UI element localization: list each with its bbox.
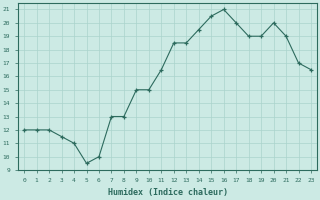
X-axis label: Humidex (Indice chaleur): Humidex (Indice chaleur): [108, 188, 228, 197]
